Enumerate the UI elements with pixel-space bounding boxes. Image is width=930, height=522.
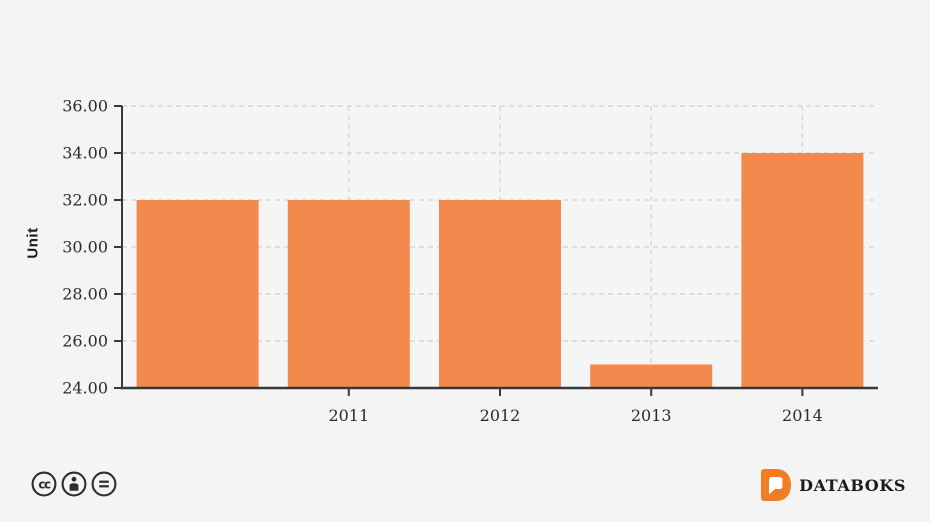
- bar: [590, 364, 713, 388]
- databoks-logo-icon: [761, 469, 792, 501]
- bar-chart: 24.00 26.00 28.00 30.00 32.00 34.00 36.00 2011 2…: [62, 97, 878, 425]
- cc-by-icon[interactable]: [61, 471, 87, 497]
- y-axis-title: Unit: [24, 227, 42, 259]
- x-tick-label: 2011: [328, 406, 369, 425]
- y-tick-label: 32.00: [62, 191, 108, 210]
- y-tick-label: 30.00: [62, 238, 108, 257]
- x-tick-label: 2014: [782, 406, 823, 425]
- y-tick-label: 34.00: [62, 144, 108, 163]
- license-icons[interactable]: cc: [31, 470, 123, 498]
- bar: [287, 200, 410, 388]
- bar: [741, 153, 864, 388]
- x-tick-label: 2012: [480, 406, 521, 425]
- brand-logo[interactable]: DATABOKS: [761, 469, 906, 501]
- bar: [439, 200, 561, 388]
- cc-icon[interactable]: cc: [31, 471, 57, 497]
- y-tick-label: 36.00: [62, 97, 108, 116]
- cc-nd-icon[interactable]: [91, 471, 117, 497]
- bar: [136, 200, 259, 388]
- brand-name: DATABOKS: [799, 475, 906, 495]
- y-tick-label: 24.00: [62, 379, 108, 398]
- y-tick-label: 28.00: [62, 285, 108, 304]
- svg-text:cc: cc: [38, 477, 51, 491]
- y-tick-label: 26.00: [62, 332, 108, 351]
- x-tick-label: 2013: [631, 406, 672, 425]
